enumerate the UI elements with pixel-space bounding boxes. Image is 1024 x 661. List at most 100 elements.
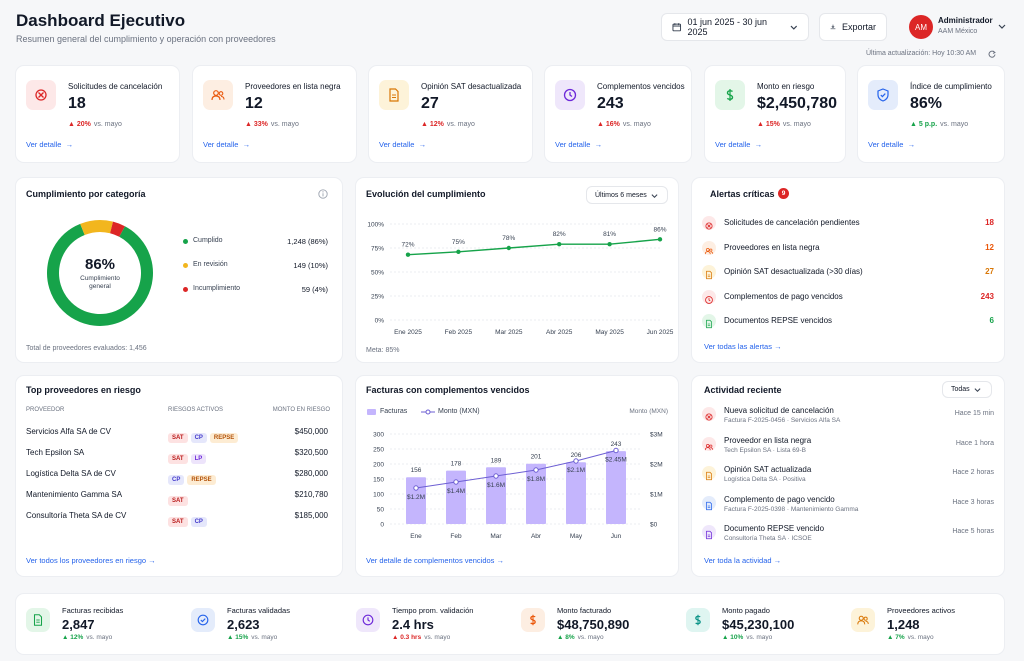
bottom-kpi-delta: ▲ 10% vs. mayo <box>722 634 772 641</box>
risk-amount: $320,500 <box>294 448 328 457</box>
kpi-delta-suffix: vs. mayo <box>940 121 969 128</box>
table-row[interactable]: Servicios Alfa SA de CV SAT CP REPSE $450,00… <box>26 426 330 443</box>
bar-value-label: 189 <box>491 457 502 464</box>
activity-item[interactable]: Proveedor en lista negra Tech Epsilon SA … <box>702 436 994 460</box>
shield-icon <box>868 80 898 110</box>
provider-name: Mantenimiento Gamma SA <box>26 490 123 499</box>
arrow-up-icon: ▲ <box>887 634 896 641</box>
kpi-delta-suffix: vs. mayo <box>270 121 299 128</box>
evolution-card: Evolución del cumplimiento Últimos 6 mes… <box>356 178 678 362</box>
bottom-kpi-delta-value: 10% <box>730 634 744 641</box>
activity-item[interactable]: Documento REPSE vencido Consultoría Theta… <box>702 524 994 548</box>
bar-value-label: 201 <box>531 454 542 461</box>
bottom-kpi: Monto pagado $45,230,100 ▲ 10% vs. mayo <box>686 606 846 646</box>
user-menu-chevron-icon[interactable] <box>998 22 1006 30</box>
refresh-icon[interactable] <box>988 50 996 58</box>
table-row[interactable]: Consultoría Theta SA de CV SAT CP $185,000 <box>26 510 330 527</box>
line-point <box>657 237 663 242</box>
risk-tag: SAT <box>168 496 188 506</box>
arrow-up-icon: ▲ <box>62 634 71 641</box>
top-risk-title: Top proveedores en riesgo <box>26 385 141 395</box>
export-button[interactable]: Exportar <box>819 13 887 41</box>
kpi-detail-link[interactable]: Ver detalle → <box>715 140 762 149</box>
complements-detail-link[interactable]: Ver detalle de complementos vencidos → <box>366 556 504 565</box>
avatar[interactable]: AM <box>909 15 933 39</box>
activity-filter[interactable]: Todas <box>942 381 992 398</box>
amount-label: $1.6M <box>487 482 505 489</box>
alert-item[interactable]: Documentos REPSE vencidos 6 <box>702 314 994 330</box>
arrow-up-icon: ▲ <box>722 634 731 641</box>
alert-item[interactable]: Solicitudes de cancelación pendientes 18 <box>702 216 994 232</box>
kpi-detail-link-label: Ver detalle <box>555 140 591 149</box>
bottom-kpi-delta: ▲ 12% vs. mayo <box>62 634 112 641</box>
risk-tag: CP <box>190 517 207 527</box>
bottom-kpi-delta-suffix: vs. mayo <box>86 634 113 641</box>
risk-tag: CP <box>168 475 185 485</box>
activity-title: Opinión SAT actualizada <box>724 465 812 474</box>
top-risk-card: Top proveedores en riesgo PROVEEDOR RIES… <box>16 376 342 576</box>
all-activity-link[interactable]: Ver toda la actividad → <box>704 556 781 565</box>
chevron-down-icon <box>974 388 981 392</box>
activity-time: Hace 2 horas <box>952 469 994 476</box>
kpi-label: Complementos vencidos <box>597 82 685 91</box>
info-icon[interactable] <box>318 189 328 199</box>
risk-tag: REPSE <box>209 433 239 443</box>
invoices-bar-chart: 0 50 100 150 200 250 300 $0 $1M $2M $3M 156 Ene 178 Fe… <box>373 432 663 541</box>
activity-time: Hace 5 horas <box>952 528 994 535</box>
kpi-card: Complementos vencidos 243 ▲ 16% vs. mayo Ver… <box>545 66 691 162</box>
dollar-icon <box>715 80 745 110</box>
x-tick-label: Abr <box>531 533 542 540</box>
all-alerts-link[interactable]: Ver todas las alertas → <box>704 342 782 351</box>
alert-label: Documentos REPSE vencidos <box>724 316 833 325</box>
risk-tags: SAT LP <box>168 447 209 465</box>
table-row[interactable]: Mantenimiento Gamma SA SAT $210,780 <box>26 489 330 506</box>
alert-item[interactable]: Complementos de pago vencidos 243 <box>702 289 994 306</box>
compliance-line <box>407 238 661 256</box>
risk-amount: $280,000 <box>294 469 328 478</box>
alert-item[interactable]: Proveedores en lista negra 12 <box>702 240 994 257</box>
y-tick-label: 25% <box>371 294 384 301</box>
activity-item[interactable]: Complemento de pago vencido Factura F-202… <box>702 495 994 519</box>
alerts-card: Alertas críticas 9 Solicitudes de cancel… <box>692 178 1004 362</box>
kpi-delta: ▲ 16% vs. mayo <box>597 121 651 128</box>
bottom-kpi-value: $45,230,100 <box>722 617 795 632</box>
activity-item[interactable]: Opinión SAT actualizada Logística Delta S… <box>702 465 994 489</box>
bar <box>526 463 546 524</box>
table-row[interactable]: Tech Epsilon SA SAT LP $320,500 <box>26 447 330 464</box>
alert-count: 27 <box>985 267 994 276</box>
kpi-detail-link[interactable]: Ver detalle → <box>26 140 73 149</box>
all-risk-providers-link[interactable]: Ver todos los proveedores en riesgo → <box>26 556 156 565</box>
kpi-detail-link[interactable]: Ver detalle → <box>203 140 250 149</box>
kpi-detail-link[interactable]: Ver detalle → <box>555 140 602 149</box>
line-point <box>557 241 562 247</box>
alerts-badge: 9 <box>778 188 789 199</box>
alert-count: 6 <box>989 316 994 325</box>
activity-subtitle: Logística Delta SA · Positiva <box>724 476 806 483</box>
table-row[interactable]: Logística Delta SA de CV CP REPSE $280,000 <box>26 468 330 485</box>
period-select[interactable]: Últimos 6 meses <box>586 186 668 204</box>
document-icon <box>702 466 716 481</box>
clock-icon <box>356 608 380 632</box>
amount-label: $1.4M <box>447 488 465 495</box>
activity-item[interactable]: Nueva solicitud de cancelación Factura F-… <box>702 406 994 430</box>
arrow-up-icon: ▲ <box>597 121 606 128</box>
kpi-detail-link[interactable]: Ver detalle → <box>868 140 915 149</box>
y-right-tick-label: $2M <box>650 462 663 469</box>
bar <box>606 451 626 524</box>
alert-count: 12 <box>985 242 994 252</box>
y-left-tick-label: 50 <box>377 507 385 514</box>
invoices-title: Facturas con complementos vencidos <box>366 385 530 395</box>
risk-amount: $210,780 <box>294 490 328 499</box>
right-axis-title: Monto (MXN) <box>629 408 668 415</box>
kpi-card: Solicitudes de cancelación 18 ▲ 20% vs. may… <box>16 66 179 162</box>
kpi-delta-suffix: vs. mayo <box>622 121 651 128</box>
kpi-card: Monto en riesgo $2,450,780 ▲ 15% vs. mayo Ve… <box>705 66 845 162</box>
kpi-detail-link[interactable]: Ver detalle → <box>379 140 426 149</box>
kpi-detail-link-label: Ver detalle <box>203 140 239 149</box>
x-tick-label: Mar <box>490 533 502 540</box>
category-footer: Total de proveedores evaluados: 1,456 <box>26 345 147 352</box>
date-range-picker[interactable]: 01 jun 2025 - 30 jun 2025 <box>661 13 809 41</box>
category-title: Cumplimiento por categoría <box>26 189 146 199</box>
alert-item[interactable]: Opinión SAT desactualizada (>30 días) 27 <box>702 265 994 281</box>
user-name[interactable]: Administrador <box>938 16 993 25</box>
